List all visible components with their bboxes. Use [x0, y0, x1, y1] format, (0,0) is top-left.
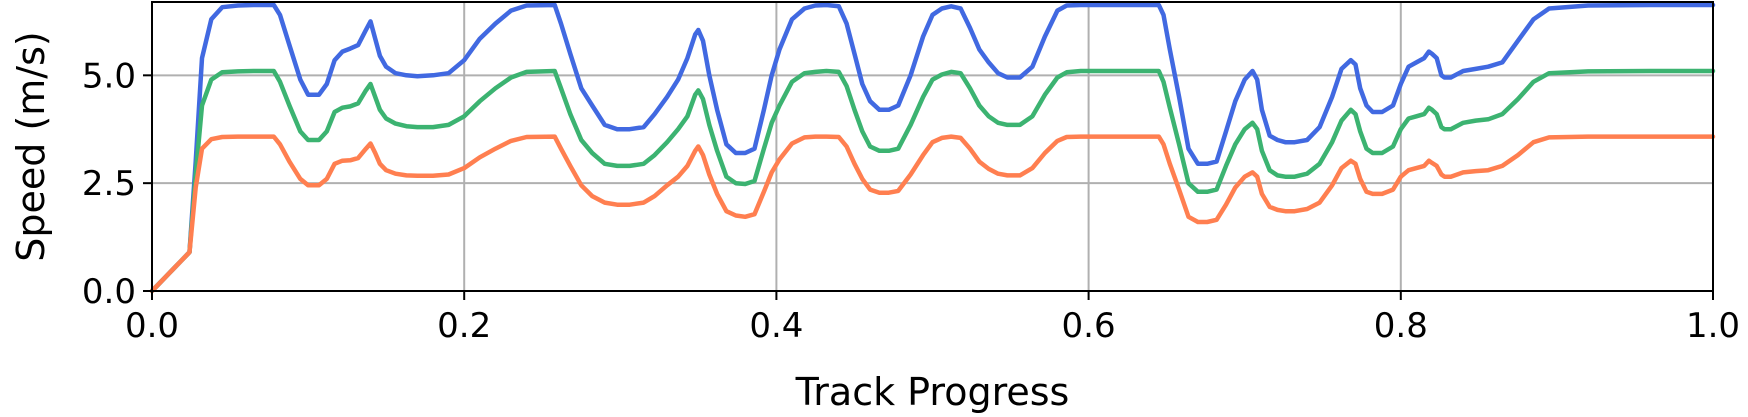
y-axis-label: Speed (m/s) [9, 31, 53, 261]
series-line-2 [149, 68, 1716, 294]
x-tick-label: 0.0 [125, 306, 179, 346]
y-tick-label: 0.0 [82, 272, 136, 312]
x-tick-label: 0.4 [749, 306, 803, 346]
x-tick-label: 1.0 [1686, 306, 1740, 346]
series-line-1 [149, 2, 1716, 294]
x-tick-label: 0.8 [1374, 306, 1428, 346]
x-axis-ticks: 0.0 0.2 0.4 0.6 0.8 1.0 [125, 291, 1740, 346]
series-line-3 [149, 134, 1716, 294]
y-axis-ticks: 0.0 2.5 5.0 [82, 56, 152, 312]
plot-frame [151, 1, 1714, 292]
y-tick-label: 2.5 [82, 164, 136, 204]
x-axis-label: Track Progress [795, 370, 1070, 414]
x-tick-label: 0.6 [1062, 306, 1116, 346]
series-layer [149, 2, 1716, 294]
y-tick-label: 5.0 [82, 56, 136, 96]
grid [151, 2, 1714, 292]
x-tick-label: 0.2 [437, 306, 491, 346]
